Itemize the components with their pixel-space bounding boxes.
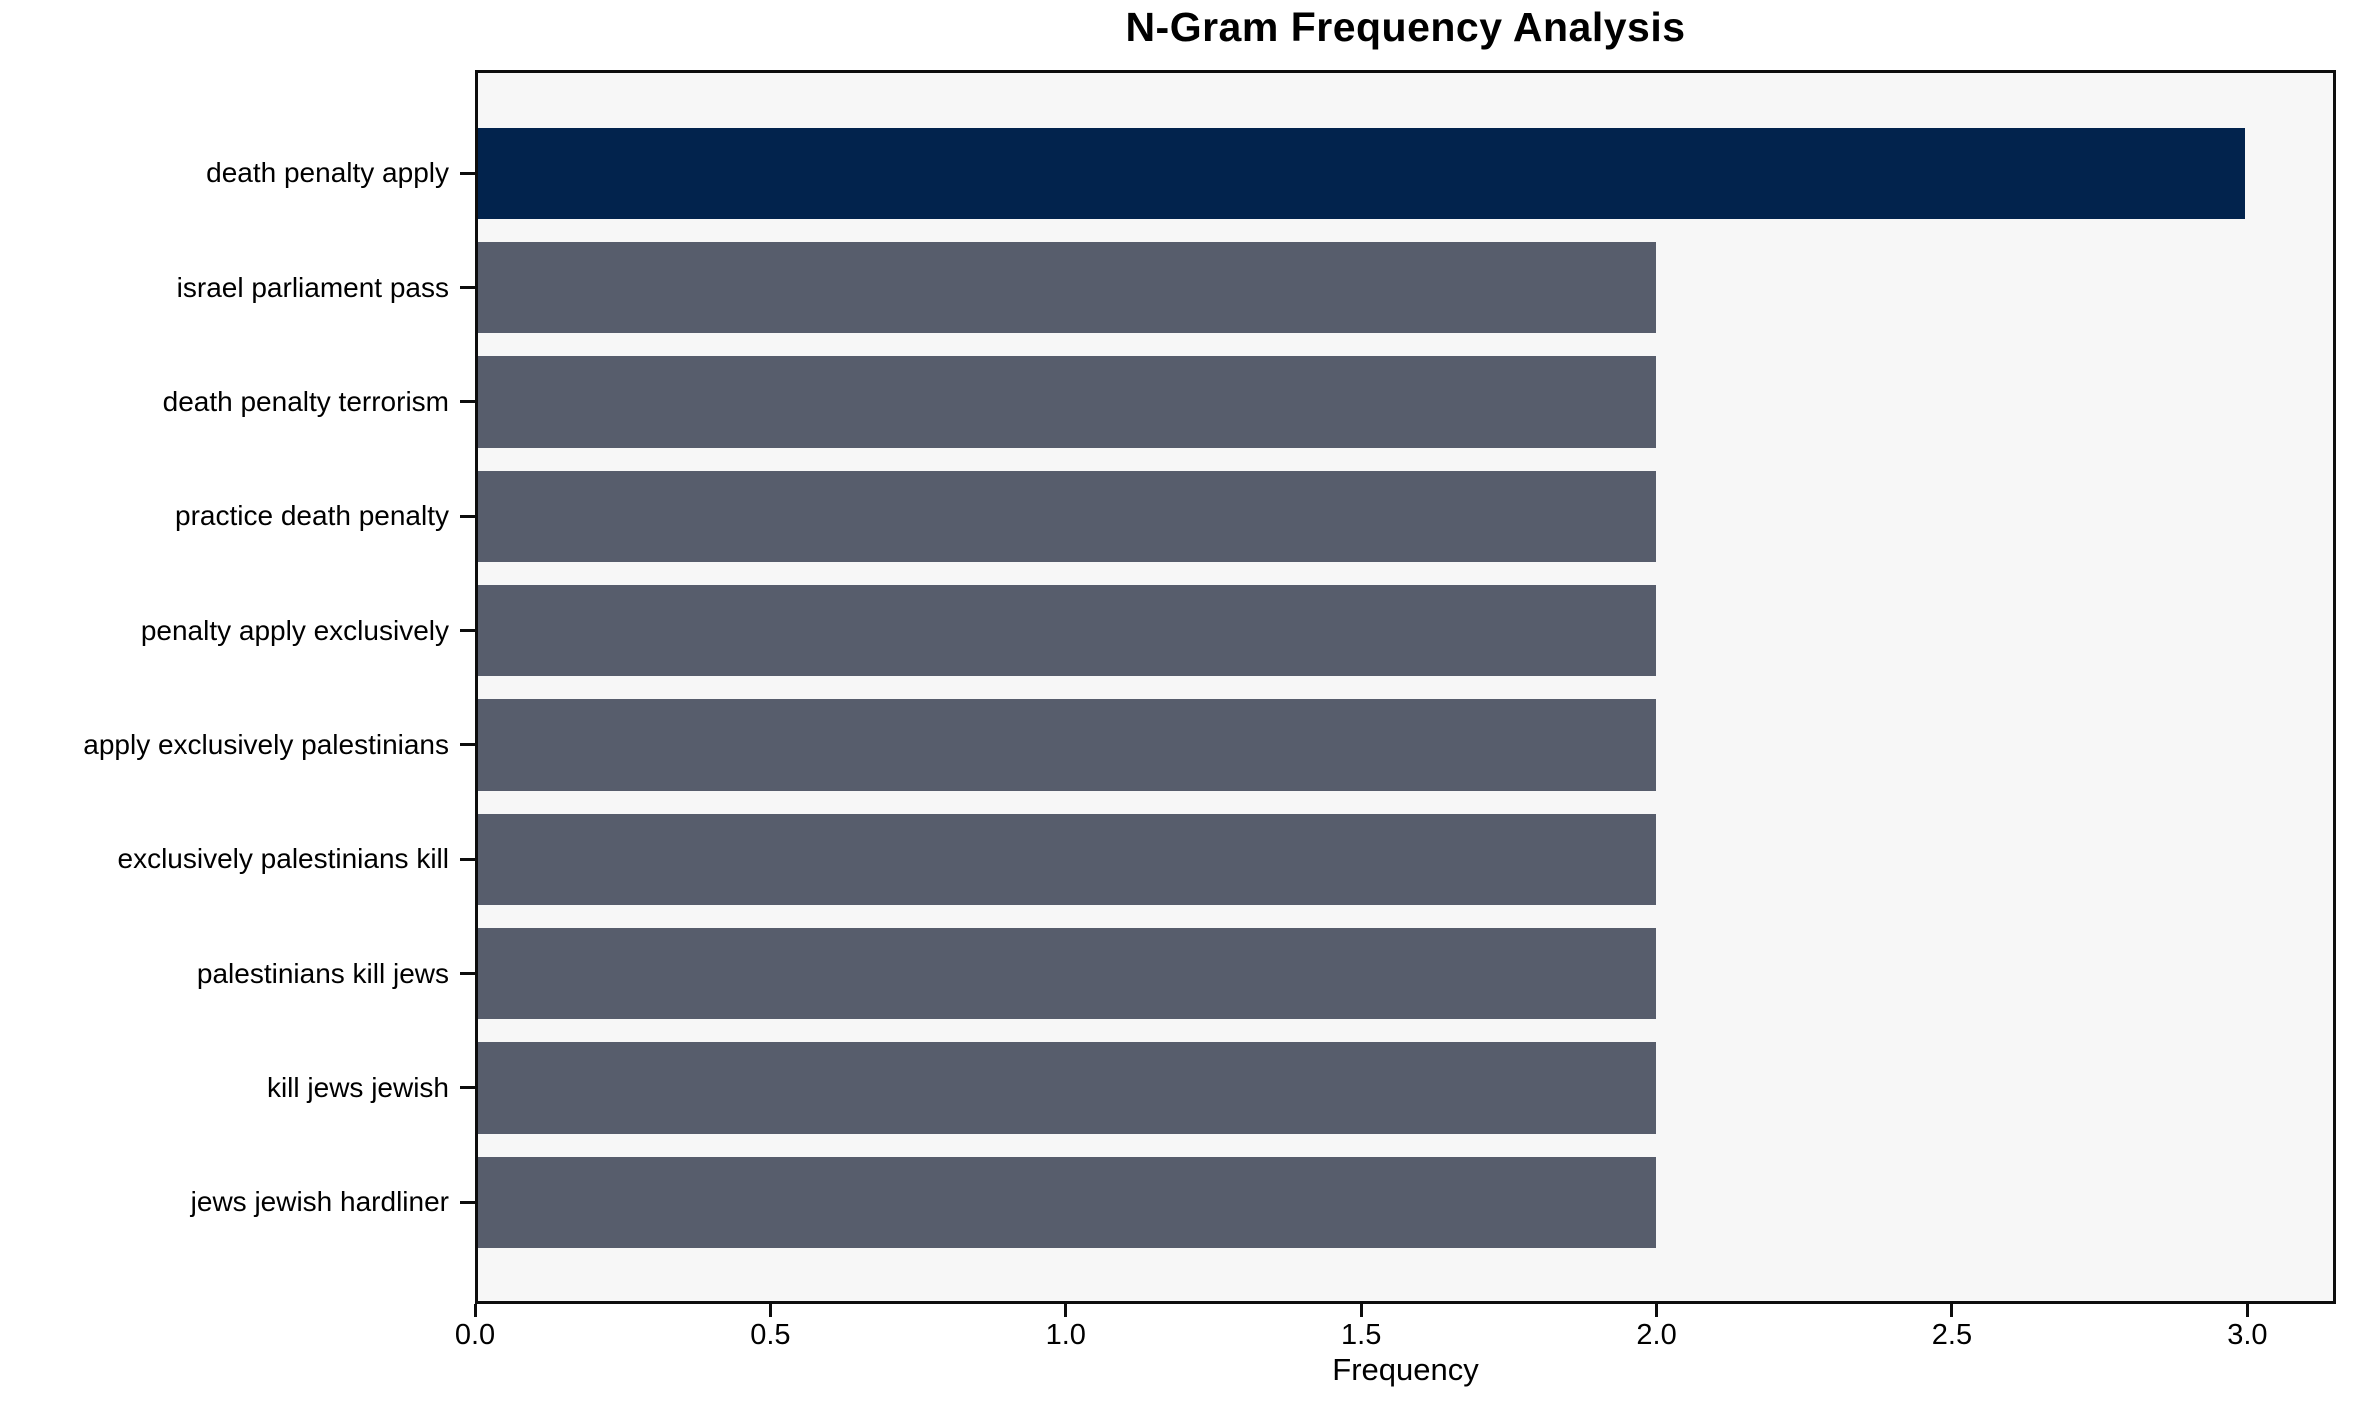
x-tick-label: 1.5 [1341,1319,1382,1351]
y-tick-label: israel parliament pass [176,271,449,303]
bar [478,241,1656,334]
x-tick-mark [768,1304,772,1317]
bar [478,699,1656,791]
y-tick-label: practice death penalty [175,500,449,532]
y-tick-label: exclusively palestinians kill [117,843,449,875]
y-tick-mark [460,400,475,404]
y-tick-label: kill jews jewish [266,1071,449,1103]
x-axis-label: Frequency [1332,1352,1479,1387]
y-tick-mark [460,857,475,861]
bar [478,813,1656,906]
y-tick-label: jews jewish hardliner [190,1186,449,1218]
x-tick-mark [1950,1304,1954,1317]
bar [478,1156,1656,1249]
y-tick-label: apply exclusively palestinians [83,728,449,760]
bar [478,584,1656,677]
y-tick-mark [460,629,475,633]
x-tick-label: 0.5 [750,1319,791,1351]
x-tick-label: 3.0 [2227,1319,2268,1351]
x-tick-label: 2.0 [1636,1319,1677,1351]
x-tick-mark [473,1304,477,1317]
y-tick-mark [460,972,475,976]
y-tick-label: penalty apply exclusively [140,614,449,646]
bar [478,470,1656,563]
y-tick-label: death penalty apply [206,157,449,189]
bar [478,927,1656,1020]
plot-area [475,70,2336,1304]
bar [478,1042,1656,1134]
y-tick-mark [460,743,475,747]
bar [478,127,2245,220]
x-tick-label: 0.0 [454,1319,496,1351]
y-tick-mark [460,1086,475,1090]
bar [478,356,1656,448]
y-tick-mark [460,514,475,518]
y-tick-label: palestinians kill jews [196,957,449,989]
y-tick-mark [460,171,475,175]
x-tick-label: 2.5 [1931,1319,1973,1351]
chart-title: N-Gram Frequency Analysis [1125,4,1686,50]
x-tick-mark [2245,1304,2249,1317]
y-tick-mark [460,1200,475,1204]
x-tick-mark [1064,1304,1068,1317]
x-tick-label: 1.0 [1045,1319,1086,1351]
x-tick-mark [1655,1304,1659,1317]
y-tick-label: death penalty terrorism [162,385,449,417]
x-tick-mark [1359,1304,1363,1317]
y-tick-mark [460,286,475,290]
